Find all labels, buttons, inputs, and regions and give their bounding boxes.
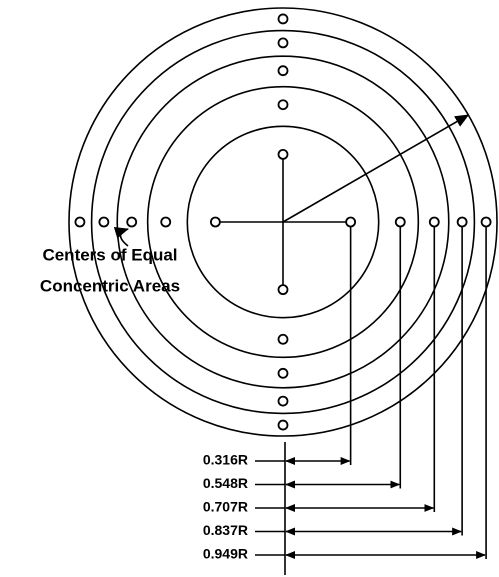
area-circle bbox=[186, 125, 380, 319]
radius-label: 0.949R bbox=[203, 546, 248, 562]
annotation-arrow bbox=[113, 226, 129, 247]
area-circle bbox=[90, 29, 476, 415]
sample-point bbox=[74, 216, 86, 228]
sample-point bbox=[277, 99, 289, 111]
sample-point bbox=[456, 216, 468, 228]
annotation-line: Centers of Equal bbox=[42, 245, 177, 264]
radius-arrow bbox=[282, 114, 470, 223]
sample-point bbox=[277, 367, 289, 379]
sample-point bbox=[277, 37, 289, 49]
sample-point bbox=[277, 419, 289, 431]
sample-point bbox=[277, 284, 289, 296]
sample-point bbox=[277, 395, 289, 407]
sample-point bbox=[98, 216, 110, 228]
radius-label: 0.707R bbox=[203, 499, 248, 515]
sample-point bbox=[209, 216, 221, 228]
sample-point bbox=[126, 216, 138, 228]
radius-label: 0.548R bbox=[203, 475, 248, 491]
sample-point bbox=[480, 216, 492, 228]
sample-point bbox=[277, 65, 289, 77]
annotation-line: Concentric Areas bbox=[40, 276, 180, 295]
sample-point bbox=[277, 333, 289, 345]
radius-label: 0.316R bbox=[203, 452, 248, 468]
sample-point bbox=[277, 13, 289, 25]
sample-point bbox=[345, 216, 357, 228]
sample-point bbox=[394, 216, 406, 228]
area-circle bbox=[68, 7, 498, 437]
area-circle bbox=[116, 55, 450, 389]
radius-label: 0.837R bbox=[203, 522, 248, 538]
area-circle bbox=[146, 85, 420, 359]
sample-point bbox=[277, 148, 289, 160]
sample-point bbox=[160, 216, 172, 228]
sample-point bbox=[428, 216, 440, 228]
